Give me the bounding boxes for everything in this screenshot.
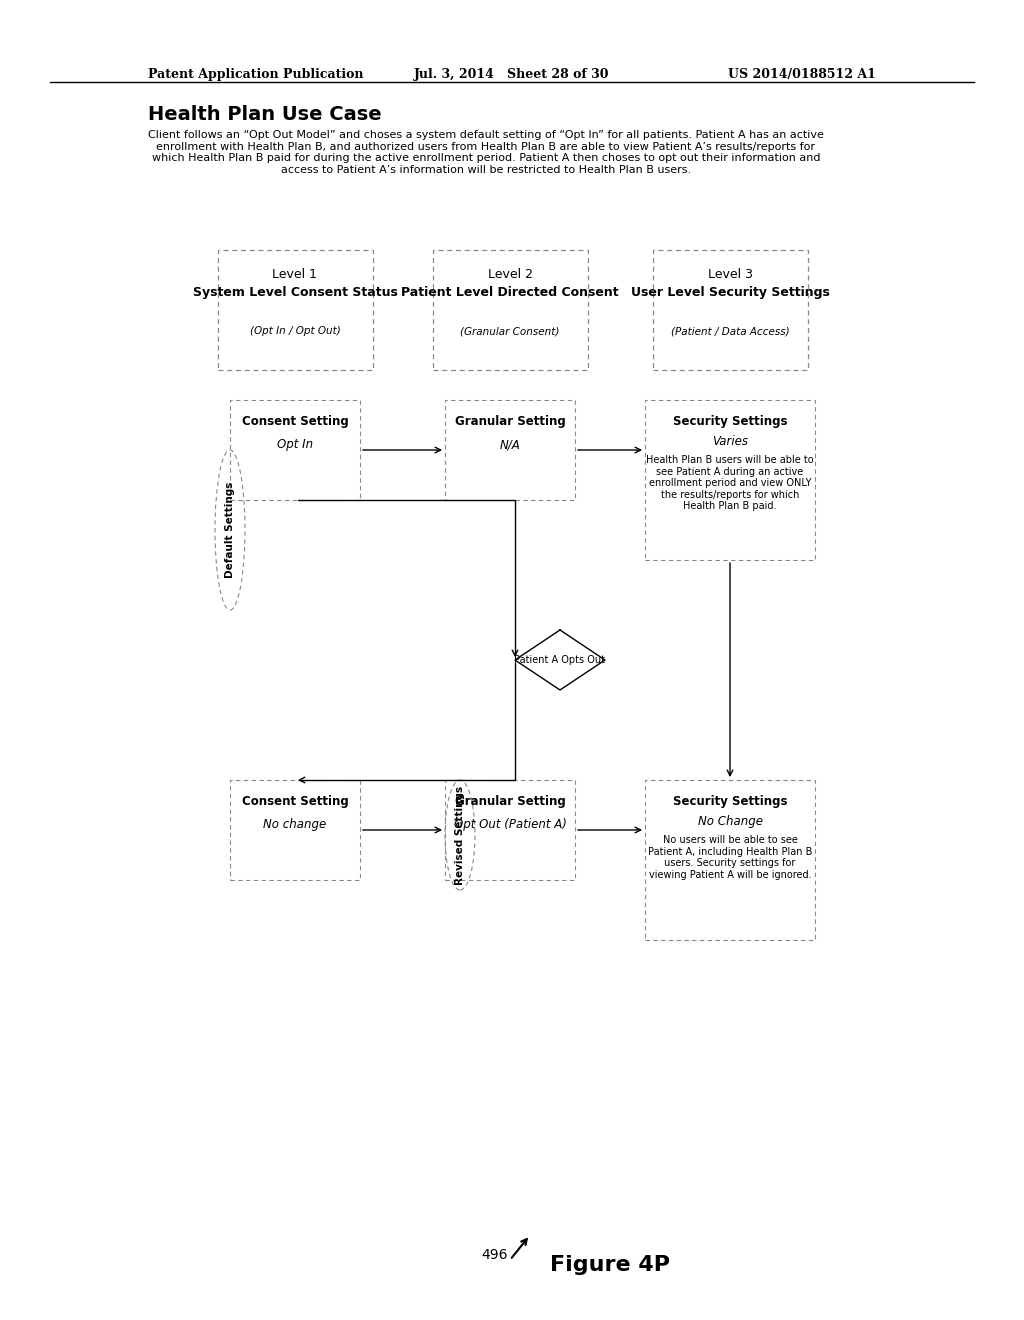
Text: No Change: No Change: [697, 814, 763, 828]
Text: Health Plan Use Case: Health Plan Use Case: [148, 106, 382, 124]
Text: Patent Application Publication: Patent Application Publication: [148, 69, 364, 81]
Text: Level 1: Level 1: [272, 268, 317, 281]
Bar: [433, 249, 588, 370]
Text: Security Settings: Security Settings: [673, 414, 787, 428]
Text: Health Plan B users will be able to
see Patient A during an active
enrollment pe: Health Plan B users will be able to see …: [646, 455, 814, 511]
Bar: [645, 400, 815, 560]
Text: Consent Setting: Consent Setting: [242, 414, 348, 428]
Bar: [218, 249, 373, 370]
Bar: [230, 400, 360, 500]
Text: Jul. 3, 2014   Sheet 28 of 30: Jul. 3, 2014 Sheet 28 of 30: [415, 69, 609, 81]
Bar: [645, 780, 815, 940]
Text: (Opt In / Opt Out): (Opt In / Opt Out): [250, 326, 340, 337]
Text: Default Settings: Default Settings: [225, 482, 234, 578]
Bar: [445, 780, 575, 880]
Text: Granular Setting: Granular Setting: [455, 414, 565, 428]
Text: Client follows an “Opt Out Model” and choses a system default setting of “Opt In: Client follows an “Opt Out Model” and ch…: [148, 129, 824, 174]
Bar: [653, 249, 808, 370]
Text: Level 3: Level 3: [708, 268, 753, 281]
Text: No change: No change: [263, 818, 327, 832]
Text: Granular Setting: Granular Setting: [455, 795, 565, 808]
Text: Patient A Opts Out: Patient A Opts Out: [514, 655, 605, 665]
Text: No users will be able to see
Patient A, including Health Plan B
users. Security : No users will be able to see Patient A, …: [648, 836, 812, 880]
Text: Patient Level Directed Consent: Patient Level Directed Consent: [401, 286, 618, 300]
Bar: [230, 780, 360, 880]
Text: Revised Settings: Revised Settings: [455, 785, 465, 884]
Text: Figure 4P: Figure 4P: [550, 1255, 670, 1275]
Text: Opt Out (Patient A): Opt Out (Patient A): [454, 818, 566, 832]
Text: Varies: Varies: [712, 436, 748, 447]
Text: Consent Setting: Consent Setting: [242, 795, 348, 808]
Text: US 2014/0188512 A1: US 2014/0188512 A1: [728, 69, 876, 81]
Text: Level 2: Level 2: [487, 268, 532, 281]
Text: 496: 496: [481, 1247, 508, 1262]
Text: N/A: N/A: [500, 438, 520, 451]
Text: (Patient / Data Access): (Patient / Data Access): [671, 326, 790, 337]
Text: Opt In: Opt In: [276, 438, 313, 451]
Bar: [445, 400, 575, 500]
Text: User Level Security Settings: User Level Security Settings: [631, 286, 829, 300]
Text: (Granular Consent): (Granular Consent): [461, 326, 560, 337]
Text: System Level Consent Status: System Level Consent Status: [193, 286, 397, 300]
Text: Security Settings: Security Settings: [673, 795, 787, 808]
